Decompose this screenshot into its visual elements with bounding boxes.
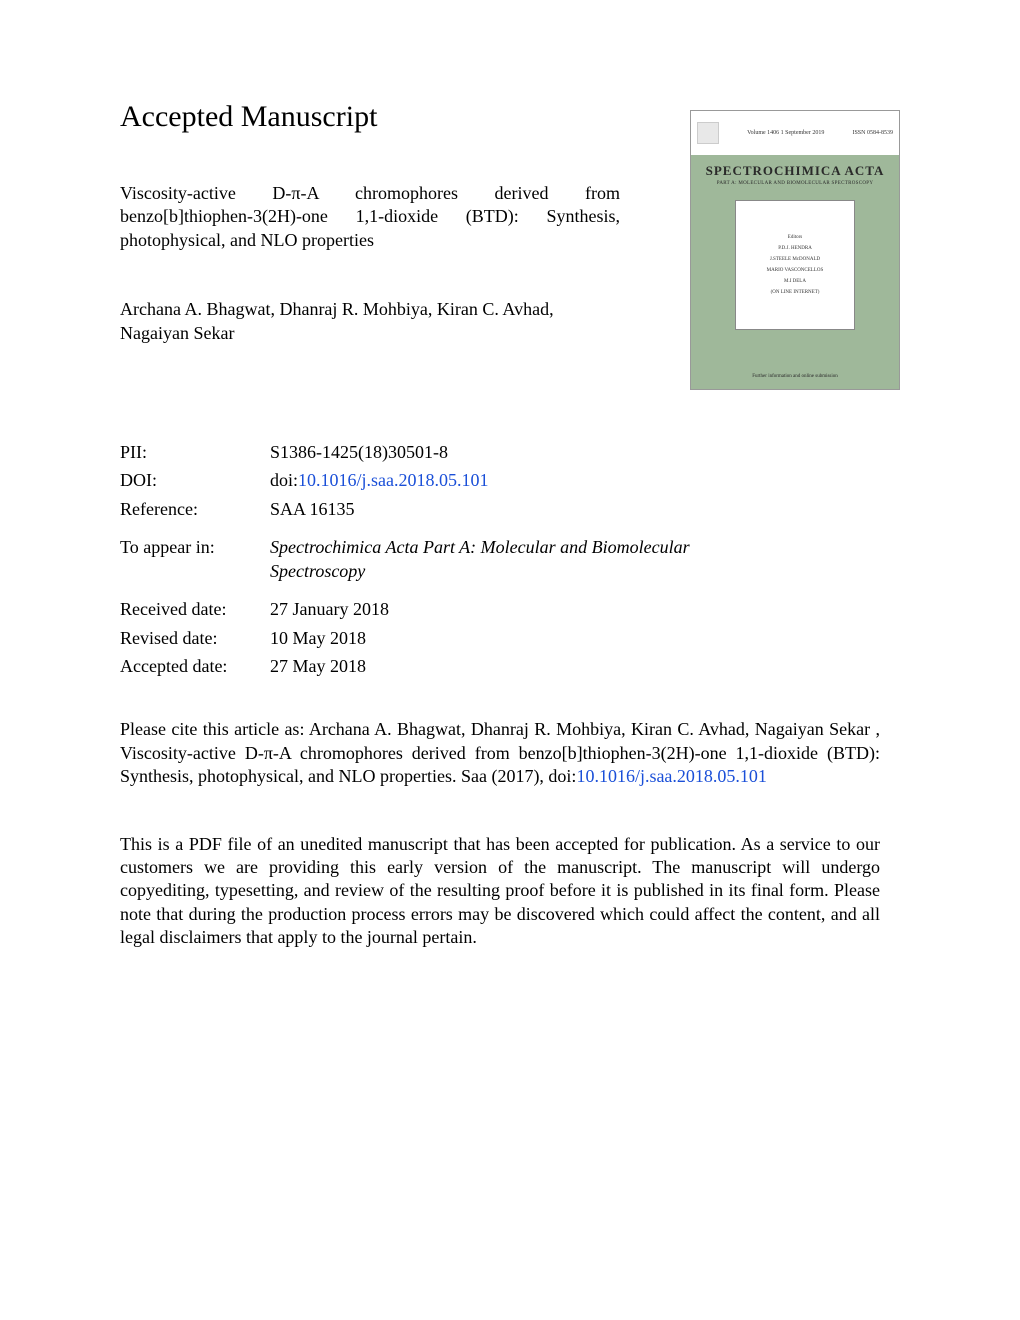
- page-heading: Accepted Manuscript: [120, 100, 630, 134]
- meta-value: 27 May 2018: [270, 654, 366, 678]
- cover-journal-name: SPECTROCHIMICA ACTA: [695, 163, 895, 179]
- meta-row-reference: Reference: SAA 16135: [120, 497, 760, 521]
- meta-row-pii: PII: S1386-1425(18)30501-8: [120, 440, 760, 464]
- meta-row-doi: DOI: doi:10.1016/j.saa.2018.05.101: [120, 468, 760, 492]
- meta-row-appear: To appear in: Spectrochimica Acta Part A…: [120, 535, 760, 584]
- meta-label: Received date:: [120, 597, 270, 621]
- meta-label: PII:: [120, 440, 270, 464]
- elsevier-logo-icon: [697, 122, 719, 144]
- article-title: Viscosity-active D-π-A chromophores deri…: [120, 182, 620, 252]
- cover-volume-text: Volume 1406 1 September 2019: [747, 130, 824, 136]
- left-column: Accepted Manuscript Viscosity-active D-π…: [120, 100, 630, 375]
- cover-panel-line: J.STEELE McDONALD: [770, 257, 820, 262]
- cover-panel-line: P.D.J. HENDRA: [778, 246, 812, 251]
- authors: Archana A. Bhagwat, Dhanraj R. Mohbiya, …: [120, 298, 620, 345]
- cover-panel-line: MARIO VASCONCELLOS: [767, 268, 824, 273]
- cover-editors-panel: Editors P.D.J. HENDRA J.STEELE McDONALD …: [735, 200, 855, 330]
- cover-body: Editors P.D.J. HENDRA J.STEELE McDONALD …: [691, 190, 899, 368]
- meta-label: To appear in:: [120, 535, 270, 559]
- meta-label: Accepted date:: [120, 654, 270, 678]
- header-row: Accepted Manuscript Viscosity-active D-π…: [120, 100, 900, 390]
- meta-row-revised: Revised date: 10 May 2018: [120, 626, 760, 650]
- meta-row-accepted: Accepted date: 27 May 2018: [120, 654, 760, 678]
- cover-panel-line: M.I DELA: [784, 279, 806, 284]
- journal-cover-thumbnail: Volume 1406 1 September 2019 ISSN 0584-8…: [690, 110, 900, 390]
- journal-name-italic: Spectrochimica Acta Part A: Molecular an…: [270, 537, 690, 581]
- cover-panel-heading: Editors: [788, 235, 802, 240]
- citation-doi-link[interactable]: 10.1016/j.saa.2018.05.101: [576, 766, 767, 786]
- meta-label: DOI:: [120, 468, 270, 492]
- cover-journal-subtitle: PART A: MOLECULAR AND BIOMOLECULAR SPECT…: [695, 181, 895, 186]
- meta-value: 27 January 2018: [270, 597, 389, 621]
- doi-link[interactable]: 10.1016/j.saa.2018.05.101: [298, 470, 489, 490]
- meta-label: Reference:: [120, 497, 270, 521]
- cover-issn-text: ISSN 0584-8539: [852, 130, 893, 136]
- cover-footer: Further information and online submissio…: [691, 368, 899, 389]
- cover-panel-line: (ON LINE INTERNET): [771, 290, 820, 295]
- meta-label: Revised date:: [120, 626, 270, 650]
- cover-top-bar: Volume 1406 1 September 2019 ISSN 0584-8…: [691, 111, 899, 155]
- meta-value: doi:10.1016/j.saa.2018.05.101: [270, 468, 489, 492]
- meta-value: SAA 16135: [270, 497, 355, 521]
- doi-prefix: doi:: [270, 470, 298, 490]
- meta-value: Spectrochimica Acta Part A: Molecular an…: [270, 535, 760, 584]
- citation-block: Please cite this article as: Archana A. …: [120, 718, 880, 788]
- metadata-table: PII: S1386-1425(18)30501-8 DOI: doi:10.1…: [120, 440, 760, 678]
- meta-row-received: Received date: 27 January 2018: [120, 597, 760, 621]
- meta-value: 10 May 2018: [270, 626, 366, 650]
- cover-title-band: SPECTROCHIMICA ACTA PART A: MOLECULAR AN…: [691, 155, 899, 190]
- disclaimer-text: This is a PDF file of an unedited manusc…: [120, 833, 880, 950]
- meta-value: S1386-1425(18)30501-8: [270, 440, 448, 464]
